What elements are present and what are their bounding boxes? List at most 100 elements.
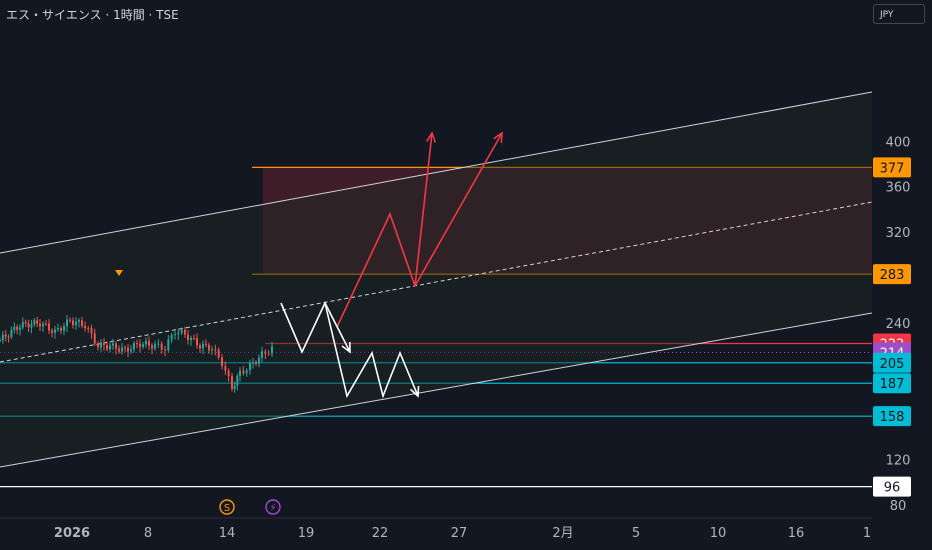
candle — [103, 337, 105, 351]
price-badge-158[interactable]: 158 — [873, 406, 911, 427]
candle-body — [174, 334, 176, 336]
time-tick-label: 27 — [451, 526, 468, 541]
bullish-projection-arrow-head — [426, 131, 437, 143]
candle — [54, 326, 56, 339]
time-tick-label: 16 — [788, 526, 805, 541]
candle — [24, 319, 27, 327]
price-badge-283[interactable]: 283 — [873, 264, 911, 285]
candle-body — [69, 319, 71, 321]
candle-body — [112, 343, 114, 346]
candle — [72, 317, 74, 329]
price-badge-187[interactable]: 187 — [873, 373, 911, 394]
candle-body — [10, 329, 13, 337]
bullish-projection-arrow[interactable] — [336, 131, 437, 328]
candle — [142, 341, 144, 350]
candle — [112, 338, 114, 351]
candle-body — [103, 342, 105, 346]
bullish-projection-arrow-2-line — [414, 132, 503, 287]
price-badge-text: 96 — [884, 481, 901, 496]
price-badge-bg — [873, 476, 911, 497]
channel-upper-line[interactable] — [0, 91, 873, 254]
candle-body — [184, 329, 186, 335]
candle — [208, 342, 210, 354]
price-tick-label: 360 — [886, 181, 911, 196]
candle-body — [100, 342, 102, 348]
candle — [16, 324, 19, 335]
candle — [139, 339, 141, 353]
event-marker-ring — [219, 499, 235, 515]
price-badge-text: 283 — [880, 268, 905, 283]
candle — [69, 317, 71, 323]
candle — [7, 334, 10, 343]
time-tick-label: 2026 — [54, 526, 90, 541]
candle-body — [133, 343, 135, 350]
currency-badge[interactable]: JPY — [873, 4, 925, 24]
candle — [167, 335, 170, 353]
bullish-projection-arrow-2-head — [493, 131, 503, 144]
candle — [233, 381, 236, 393]
candle — [164, 346, 166, 357]
candle — [205, 339, 207, 348]
candle — [202, 340, 204, 355]
price-badge-96[interactable]: 96 — [873, 476, 911, 497]
bearish-projection-arrow-2-line — [324, 302, 419, 399]
candle — [224, 361, 227, 376]
candle — [84, 321, 86, 332]
candle — [193, 334, 195, 341]
candle-body — [24, 322, 27, 324]
candle — [130, 344, 132, 354]
candle — [264, 349, 267, 360]
event-marker-ring — [265, 499, 281, 515]
candle-body — [227, 370, 230, 377]
channel-mid-line[interactable] — [0, 201, 873, 363]
candle — [13, 322, 16, 334]
candle-body — [66, 319, 68, 327]
candle — [124, 345, 126, 353]
candle-body — [193, 337, 195, 339]
signal-marker-icon — [115, 270, 123, 276]
candle-body — [78, 320, 80, 322]
candle — [174, 330, 176, 340]
bearish-projection-arrow[interactable] — [280, 301, 351, 354]
candle — [42, 321, 44, 333]
time-tick-label: 1 — [863, 526, 871, 541]
candle-body — [75, 321, 77, 326]
candle-body — [136, 343, 138, 345]
candle-body — [36, 320, 39, 324]
candle-body — [170, 335, 173, 340]
candle — [187, 329, 189, 345]
candle — [190, 335, 192, 346]
bullish-projection-arrow-line — [336, 132, 433, 328]
candle — [78, 317, 80, 328]
candle-body — [45, 323, 47, 325]
candle — [0, 337, 1, 343]
candle-body — [87, 328, 90, 330]
channel-lower-line[interactable] — [0, 312, 873, 468]
time-tick-label: 10 — [710, 526, 727, 541]
candle-body — [106, 345, 108, 350]
candle — [255, 360, 257, 367]
price-badge-377[interactable]: 377 — [873, 157, 911, 178]
candle — [63, 322, 65, 336]
candle-body — [109, 345, 111, 350]
candle — [271, 341, 273, 357]
candle-body — [239, 370, 241, 376]
price-badge-205[interactable]: 205 — [873, 352, 911, 373]
candle-body — [177, 332, 180, 335]
candle-body — [249, 363, 251, 371]
chart-title: エス・サイエンス · 1時間 · TSE — [6, 8, 179, 22]
candle-body — [190, 337, 192, 341]
bullish-projection-arrow-2[interactable] — [414, 131, 503, 287]
candle-body — [164, 349, 166, 351]
time-tick-label: 2月 — [552, 526, 573, 541]
bearish-projection-arrow-2[interactable] — [324, 302, 420, 399]
candle — [115, 341, 117, 355]
event-marker[interactable]: S — [219, 499, 235, 515]
candle-body — [196, 338, 198, 346]
price-badge-bg — [873, 157, 911, 178]
candle — [217, 347, 220, 360]
event-marker[interactable]: ⚡ — [265, 499, 281, 515]
candle — [242, 366, 245, 376]
candle-body — [145, 340, 147, 345]
